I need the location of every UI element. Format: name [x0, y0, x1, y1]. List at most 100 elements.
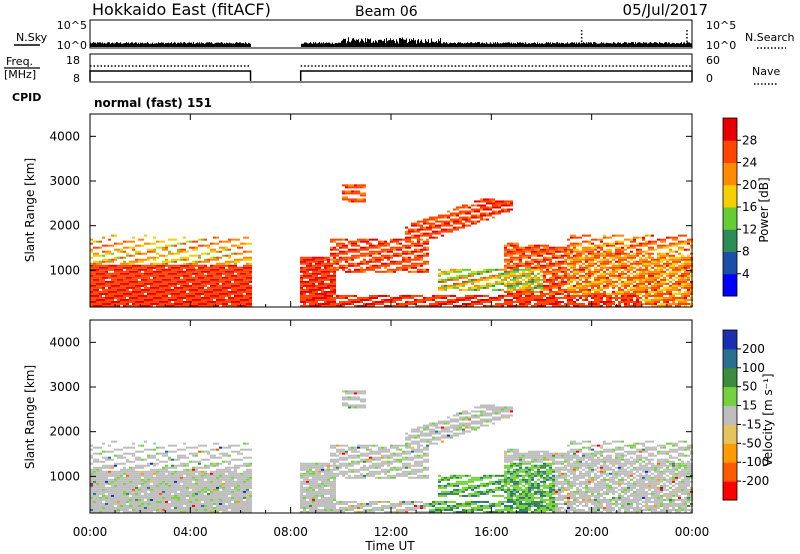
power-cell — [114, 302, 117, 305]
power-cell — [525, 268, 528, 271]
power-cell — [243, 278, 246, 281]
power-cell — [126, 262, 129, 265]
power-cell — [159, 296, 162, 299]
power-cell — [441, 278, 444, 281]
power-cell — [564, 302, 567, 305]
power-cell — [594, 284, 597, 287]
power-cell — [318, 264, 321, 267]
power-cell — [246, 298, 249, 301]
power-cell — [228, 294, 231, 297]
power-cell — [90, 256, 93, 259]
power-cell — [216, 242, 219, 245]
power-cell — [459, 206, 462, 209]
power-cell — [150, 270, 153, 273]
freq-frame — [89, 53, 693, 83]
power-cell — [396, 242, 399, 245]
power-cell — [204, 274, 207, 277]
power-cell — [222, 286, 225, 289]
power-cell — [573, 272, 576, 275]
power-cell — [96, 246, 99, 249]
power-cell — [300, 256, 303, 259]
power-cell — [657, 268, 660, 271]
power-cell — [180, 302, 183, 305]
power-cell — [213, 292, 216, 295]
power-cell — [459, 304, 462, 307]
power-cell — [333, 284, 336, 287]
power-cell — [453, 270, 456, 273]
power-cell — [204, 302, 207, 305]
power-cell — [504, 264, 507, 267]
power-cell — [462, 204, 465, 207]
nsky-bar — [683, 42, 684, 47]
power-cell — [600, 266, 603, 269]
power-cell — [141, 288, 144, 291]
power-cell — [375, 244, 378, 247]
power-cell — [549, 272, 552, 275]
power-cell — [639, 282, 642, 285]
nsky-bar — [560, 43, 561, 47]
power-cell — [204, 304, 207, 307]
power-cell — [450, 284, 453, 287]
nsky-bar — [539, 42, 540, 47]
power-cell — [171, 282, 174, 285]
power-cell — [123, 274, 126, 277]
power-cell — [189, 296, 192, 299]
power-cell — [159, 254, 162, 257]
power-cell — [660, 266, 663, 269]
power-cell — [609, 260, 612, 263]
power-cell — [132, 278, 135, 281]
power-cell — [624, 302, 627, 305]
power-cell — [558, 256, 561, 259]
power-cell — [612, 256, 615, 259]
power-cell — [552, 284, 555, 287]
power-cell — [192, 262, 195, 265]
power-cell — [315, 302, 318, 305]
power-cell — [393, 246, 396, 249]
nsky-bar — [382, 41, 383, 47]
power-cell — [600, 278, 603, 281]
power-cell — [120, 296, 123, 299]
power-cell — [237, 294, 240, 297]
power-cell — [507, 302, 510, 305]
power-cell — [456, 296, 459, 299]
power-cell — [378, 256, 381, 259]
power-cell — [126, 282, 129, 285]
power-cell — [546, 246, 549, 249]
power-cell — [327, 292, 330, 295]
power-cell — [495, 288, 498, 291]
power-cell — [135, 300, 138, 303]
power-cell — [426, 254, 429, 257]
power-cell — [510, 270, 513, 273]
power-cell — [555, 274, 558, 277]
power-cell — [375, 250, 378, 253]
power-cell — [123, 304, 126, 307]
power-cell — [117, 264, 120, 267]
power-cell — [663, 238, 666, 241]
power-cell — [681, 240, 684, 243]
power-cell — [372, 238, 375, 241]
power-cell — [222, 294, 225, 297]
power-cell — [549, 298, 552, 301]
power-cell — [672, 260, 675, 263]
power-cell — [648, 298, 651, 301]
nsky-bar — [110, 43, 111, 47]
nsky-bar — [483, 43, 484, 47]
power-cell — [108, 250, 111, 253]
power-cell — [534, 304, 537, 307]
power-cell — [660, 292, 663, 295]
power-cell — [207, 300, 210, 303]
power-cell — [525, 294, 528, 297]
power-cell — [168, 282, 171, 285]
power-cell — [315, 274, 318, 277]
power-cell — [174, 260, 177, 263]
power-cell — [573, 258, 576, 261]
nsky-bar — [364, 42, 365, 47]
power-cell — [639, 292, 642, 295]
power-cell — [162, 274, 165, 277]
power-cell — [510, 290, 513, 293]
power-cell — [675, 282, 678, 285]
power-cell — [489, 208, 492, 211]
power-cell — [633, 286, 636, 289]
power-cell — [501, 288, 504, 291]
power-cell — [216, 300, 219, 303]
